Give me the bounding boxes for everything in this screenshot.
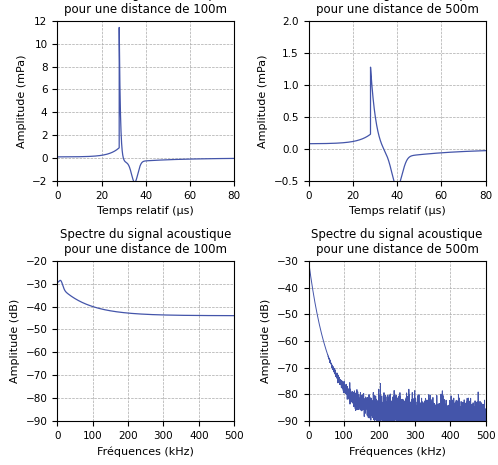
X-axis label: Temps relatif (µs): Temps relatif (µs) <box>349 206 445 216</box>
Title: Allure du signal acoustique
pour une distance de 100m: Allure du signal acoustique pour une dis… <box>64 0 227 16</box>
Title: Spectre du signal acoustique
pour une distance de 100m: Spectre du signal acoustique pour une di… <box>60 227 232 256</box>
Y-axis label: Amplitude (mPa): Amplitude (mPa) <box>258 54 268 148</box>
X-axis label: Fréquences (kHz): Fréquences (kHz) <box>97 446 194 457</box>
Y-axis label: Amplitude (mPa): Amplitude (mPa) <box>16 54 26 148</box>
Y-axis label: Amplitude (dB): Amplitude (dB) <box>10 299 20 383</box>
Y-axis label: Amplitude (dB): Amplitude (dB) <box>261 299 271 383</box>
Title: Spectre du signal acoustique
pour une distance de 500m: Spectre du signal acoustique pour une di… <box>311 227 483 256</box>
X-axis label: Temps relatif (µs): Temps relatif (µs) <box>98 206 194 216</box>
Title: Allure du signal acoustique
pour une distance de 500m: Allure du signal acoustique pour une dis… <box>316 0 479 16</box>
X-axis label: Fréquences (kHz): Fréquences (kHz) <box>349 446 446 457</box>
